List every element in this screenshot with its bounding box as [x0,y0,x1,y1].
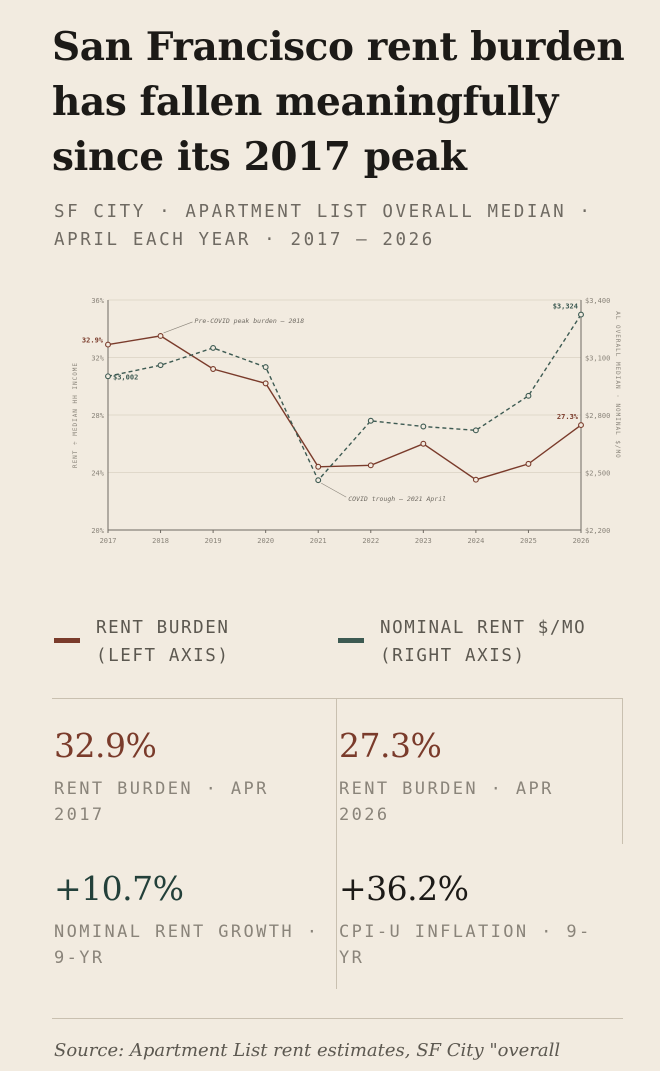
page-subtitle: SF CITY · APARTMENT LIST OVERALL MEDIAN … [54,202,593,250]
annotation-peak: Pre-COVID peak burden — 2018 [195,317,305,325]
y-left-tick-label: 24% [91,470,104,478]
y-right-tick-label: $3,400 [585,297,610,305]
x-tick-label: 2021 [310,537,327,545]
series-line-rent-burden [107,335,582,481]
y-right-tick-label: $2,500 [585,470,610,478]
chart-legend: RENT BURDEN (LEFT AXIS) NOMINAL RENT $/M… [54,614,634,674]
y-left-tick-label: 20% [91,527,104,535]
y-left-tick-label: 36% [91,297,104,305]
legend-swatch-rent-burden [54,638,80,643]
x-tick-label: 2024 [467,537,484,545]
data-point-nominal-rent [210,344,217,351]
x-tick-label: 2020 [257,537,274,545]
x-tick-label: 2018 [152,537,169,545]
data-point-nominal-rent [315,477,322,484]
stats-divider-right [622,699,623,844]
stat-value: 32.9% [54,726,157,765]
data-label-rent-end: $3,324 [553,303,578,311]
y-left-tick-label: 28% [91,412,104,420]
data-point-nominal-rent [367,417,374,424]
page-title: San Francisco rent burden has fallen mea… [52,24,625,180]
stat-value: 27.3% [339,726,442,765]
stat-burden-2026: 27.3% RENT BURDEN · APR 2026 [339,726,609,828]
x-tick-label: 2025 [520,537,537,545]
stat-label: RENT BURDEN · APR 2017 [54,779,269,825]
stat-nominal-rent-growth: +10.7% NOMINAL RENT GROWTH · 9-YR [54,869,324,971]
data-point-rent-burden [420,440,427,447]
legend-label-rent-burden: RENT BURDEN (LEFT AXIS) [96,618,230,666]
y-left-tick-label: 32% [91,355,104,363]
y-right-tick-label: $3,100 [585,355,610,363]
stat-value: +10.7% [54,869,184,908]
annotation-leader-peak [163,321,193,334]
stat-label: RENT BURDEN · APR 2026 [339,779,554,825]
data-point-nominal-rent [578,311,584,318]
annotation-trough: COVID trough — 2021 April [348,495,446,503]
data-point-rent-burden [157,332,164,339]
data-point-rent-burden [472,476,479,483]
stats-divider-top [52,698,623,699]
x-tick-label: 2022 [362,537,379,545]
y-right-tick-label: $2,200 [585,527,610,535]
y-left-axis-title: RENT ÷ MEDIAN HH INCOME [72,362,79,468]
x-tick-label: 2023 [415,537,432,545]
data-point-nominal-rent [472,427,479,434]
data-point-nominal-rent [262,364,269,371]
data-point-rent-burden [315,463,322,470]
x-tick-label: 2026 [573,537,590,545]
chart-container: 20% 24% 28% 32% 36% $2,200 $2,500 $2,800 $3,100 $… [60,288,635,550]
series-line-nominal-rent [107,314,582,482]
legend-item-nominal-rent: NOMINAL RENT $/MO (RIGHT AXIS) [338,614,620,670]
y-right-tick-label: $2,800 [585,412,610,420]
data-point-rent-burden [210,366,217,372]
data-point-nominal-rent [525,392,532,399]
data-point-rent-burden [578,422,584,429]
data-label-burden-start: 32.9% [82,337,104,345]
annotation-leader-trough [321,482,347,498]
source-note: Source: Apartment List rent estimates, S… [54,1040,561,1061]
stat-label: NOMINAL RENT GROWTH · 9-YR [54,922,320,968]
data-point-rent-burden [525,460,532,467]
x-tick-label: 2017 [100,537,117,545]
data-point-rent-burden [367,462,374,469]
stats-divider-vertical [336,699,337,989]
data-label-rent-start: $3,002 [113,373,138,381]
stat-label: CPI-U INFLATION · 9-YR [339,922,592,968]
data-label-burden-end: 27.3% [557,413,579,421]
y-right-axis-title: AL OVERALL MEDIAN · NOMINAL $/MO [614,311,621,459]
legend-swatch-nominal-rent [338,638,364,643]
x-tick-label: 2019 [205,537,222,545]
stat-burden-2017: 32.9% RENT BURDEN · APR 2017 [54,726,324,828]
data-point-nominal-rent [157,362,164,369]
data-point-nominal-rent [420,423,427,430]
legend-item-rent-burden: RENT BURDEN (LEFT AXIS) [54,614,336,670]
source-divider [52,1018,623,1019]
legend-label-nominal-rent: NOMINAL RENT $/MO (RIGHT AXIS) [380,618,587,666]
stat-value: +36.2% [339,869,469,908]
dual-axis-line-chart: 20% 24% 28% 32% 36% $2,200 $2,500 $2,800 $3,100 $… [72,297,621,545]
data-point-nominal-rent [105,373,111,380]
stat-cpi-inflation: +36.2% CPI-U INFLATION · 9-YR [339,869,609,971]
data-point-rent-burden [105,341,111,348]
data-point-rent-burden [262,380,269,387]
